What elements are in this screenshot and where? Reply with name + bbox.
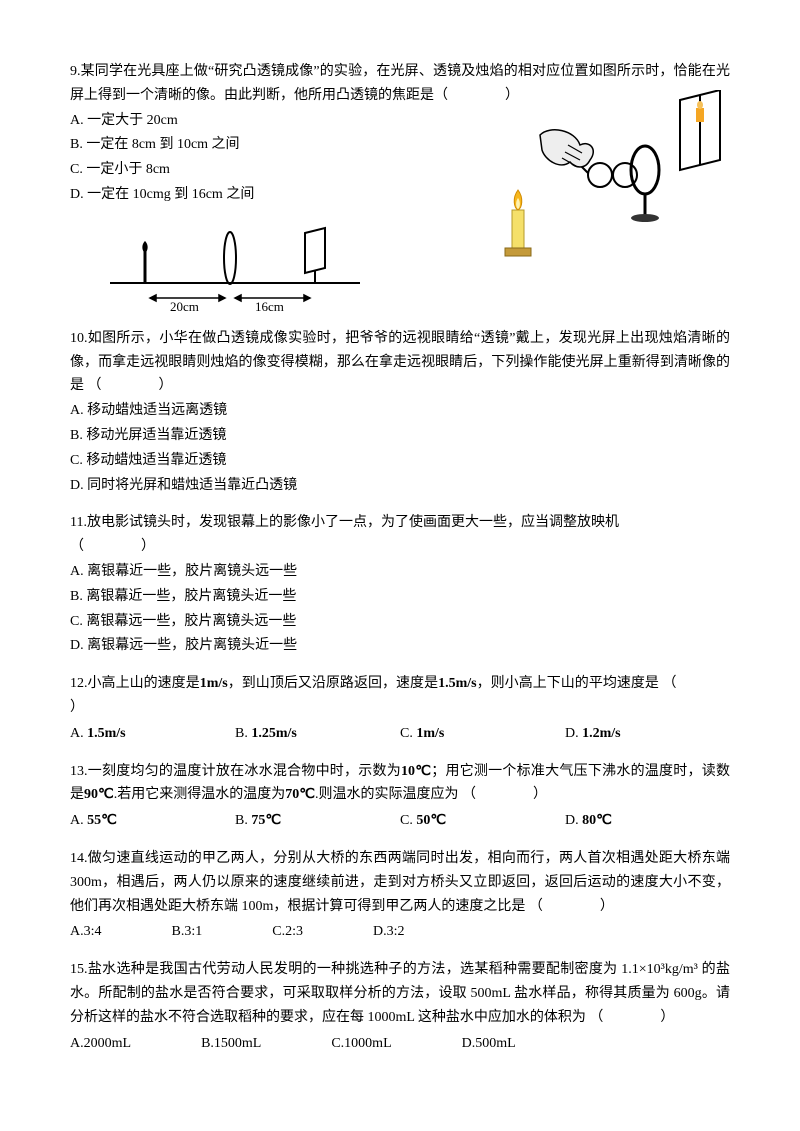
option-d: D. 一定在 10cmg 到 16cm 之间 bbox=[70, 183, 370, 207]
value-v1: 1m/s bbox=[200, 676, 228, 691]
option-c: C. 50℃ bbox=[400, 809, 565, 833]
question-12: 12.小高上山的速度是1m/s，到山顶后又沿原路返回，速度是1.5m/s，则小高… bbox=[70, 672, 730, 745]
question-11: 11.放电影试镜头时，发现银幕上的影像小了一点，为了使画面更大一些，应当调整放映… bbox=[70, 511, 730, 658]
bracket-open: （ bbox=[70, 539, 84, 554]
question-13: 13.一刻度均匀的温度计放在冰水混合物中时，示数为10℃；用它测一个标准大气压下… bbox=[70, 760, 730, 833]
stem-tail: ） bbox=[533, 787, 547, 802]
stem-text: 11.放电影试镜头时，发现银幕上的影像小了一点，为了使画面更大一些，应当调整放映… bbox=[70, 515, 619, 530]
options-horizontal: A. 55℃ B. 75℃ C. 50℃ D. 80℃ bbox=[70, 809, 730, 833]
option-b: B.3:1 bbox=[172, 920, 203, 944]
option-b: B. 离银幕近一些，胶片离镜头近一些 bbox=[70, 585, 730, 609]
option-a: A. 移动蜡烛适当远离透镜 bbox=[70, 399, 730, 423]
option-a: A. 1.5m/s bbox=[70, 722, 235, 746]
stem-tail: ） bbox=[660, 1010, 674, 1025]
bracket-line: （ ） bbox=[70, 535, 730, 559]
option-d: D. 离银幕远一些，胶片离镜头近一些 bbox=[70, 634, 730, 658]
question-9: 9.某同学在光具座上做“研究凸透镜成像”的实验，在光屏、透镜及烛焰的相对应位置如… bbox=[70, 60, 730, 313]
option-c: C.1000mL bbox=[331, 1032, 391, 1056]
option-d: D. 80℃ bbox=[565, 809, 730, 833]
question-stem: 14.做匀速直线运动的甲乙两人，分别从大桥的东西两端同时出发，相向而行，两人首次… bbox=[70, 847, 730, 918]
question-10: 10.如图所示，小华在做凸透镜成像实验时，把爷爷的远视眼睛给“透镜”戴上，发现光… bbox=[70, 327, 730, 498]
question-14: 14.做匀速直线运动的甲乙两人，分别从大桥的东西两端同时出发，相向而行，两人首次… bbox=[70, 847, 730, 944]
distance-1-label: 20cm bbox=[170, 299, 199, 313]
option-b: B.1500mL bbox=[201, 1032, 261, 1056]
options-horizontal: A. 1.5m/s B. 1.25m/s C. 1m/s D. 1.2m/s bbox=[70, 722, 730, 746]
option-a: A.3:4 bbox=[70, 920, 102, 944]
option-d: D.3:2 bbox=[373, 920, 405, 944]
stem-text: 14.做匀速直线运动的甲乙两人，分别从大桥的东西两端同时出发，相向而行，两人首次… bbox=[70, 851, 730, 914]
question-stem: 10.如图所示，小华在做凸透镜成像实验时，把爷爷的远视眼睛给“透镜”戴上，发现光… bbox=[70, 327, 730, 398]
option-d: D.500mL bbox=[462, 1032, 516, 1056]
stem-part-1: 12.小高上山的速度是 bbox=[70, 676, 200, 691]
options-vertical: A. 离银幕近一些，胶片离镜头远一些 B. 离银幕近一些，胶片离镜头近一些 C.… bbox=[70, 560, 730, 658]
value-t3: 70℃ bbox=[285, 787, 315, 802]
stem-text: 15.盐水选种是我国古代劳动人民发明的一种挑选种子的方法，选某稻种需要配制密度为… bbox=[70, 962, 730, 1025]
option-a: A.2000mL bbox=[70, 1032, 131, 1056]
option-c: C. 移动蜡烛适当靠近透镜 bbox=[70, 449, 730, 473]
option-c: C. 离银幕远一些，胶片离镜头远一些 bbox=[70, 610, 730, 634]
stem-tail: ） bbox=[600, 899, 614, 914]
options-horizontal: A.3:4 B.3:1 C.2:3 D.3:2 bbox=[70, 920, 730, 944]
stem-part-2: ，到山顶后又沿原路返回，速度是 bbox=[228, 676, 438, 691]
stem-part-4: .则温水的实际温度应为 （ bbox=[315, 787, 476, 802]
question-stem: 12.小高上山的速度是1m/s，到山顶后又沿原路返回，速度是1.5m/s，则小高… bbox=[70, 672, 730, 720]
options-vertical: A. 一定大于 20cm B. 一定在 8cm 到 10cm 之间 C. 一定小… bbox=[70, 109, 370, 207]
option-b: B. 一定在 8cm 到 10cm 之间 bbox=[70, 133, 370, 157]
lens-glasses-illustration bbox=[480, 90, 730, 260]
option-b: B. 75℃ bbox=[235, 809, 400, 833]
option-a: A. 离银幕近一些，胶片离镜头远一些 bbox=[70, 560, 730, 584]
distance-2-label: 16cm bbox=[255, 299, 284, 313]
stem-text-tail: ） bbox=[159, 378, 173, 393]
value-t2: 90℃ bbox=[84, 787, 114, 802]
option-b: B. 1.25m/s bbox=[235, 722, 400, 746]
stem-part-3: ，则小高上下山的平均速度是 （ bbox=[477, 676, 677, 691]
question-15: 15.盐水选种是我国古代劳动人民发明的一种挑选种子的方法，选某稻种需要配制密度为… bbox=[70, 958, 730, 1055]
question-stem: 15.盐水选种是我国古代劳动人民发明的一种挑选种子的方法，选某稻种需要配制密度为… bbox=[70, 958, 730, 1029]
option-c: C. 一定小于 8cm bbox=[70, 158, 370, 182]
bracket-close: ） bbox=[141, 539, 155, 554]
option-d: D. 同时将光屏和蜡烛适当靠近凸透镜 bbox=[70, 474, 730, 498]
value-t1: 10℃ bbox=[401, 764, 431, 779]
value-v2: 1.5m/s bbox=[438, 676, 477, 691]
option-a: A. 55℃ bbox=[70, 809, 235, 833]
option-c: C.2:3 bbox=[272, 920, 303, 944]
option-c: C. 1m/s bbox=[400, 722, 565, 746]
options-horizontal: A.2000mL B.1500mL C.1000mL D.500mL bbox=[70, 1032, 730, 1056]
options-vertical: A. 移动蜡烛适当远离透镜 B. 移动光屏适当靠近透镜 C. 移动蜡烛适当靠近透… bbox=[70, 399, 730, 497]
option-b: B. 移动光屏适当靠近透镜 bbox=[70, 424, 730, 448]
stem-part-1: 13.一刻度均匀的温度计放在冰水混合物中时，示数为 bbox=[70, 764, 401, 779]
question-stem: 11.放电影试镜头时，发现银幕上的影像小了一点，为了使画面更大一些，应当调整放映… bbox=[70, 511, 730, 535]
stem-tail: ） bbox=[70, 700, 84, 715]
question-stem: 13.一刻度均匀的温度计放在冰水混合物中时，示数为10℃；用它测一个标准大气压下… bbox=[70, 760, 730, 808]
stem-part-3: .若用它来测得温水的温度为 bbox=[114, 787, 286, 802]
option-d: D. 1.2m/s bbox=[565, 722, 730, 746]
option-a: A. 一定大于 20cm bbox=[70, 109, 370, 133]
